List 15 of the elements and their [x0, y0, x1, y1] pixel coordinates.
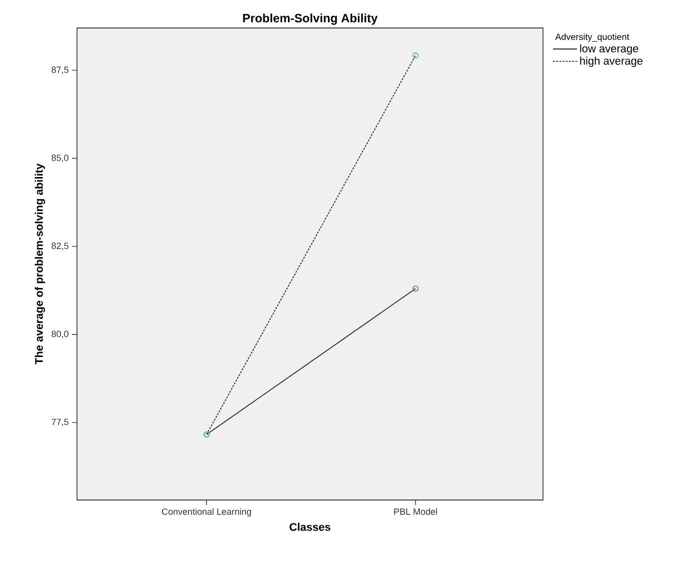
y-tick-label: 80,0 — [52, 330, 68, 338]
y-tick-label: 82,5 — [52, 242, 68, 250]
legend-title: Adversity_quotient — [555, 33, 630, 42]
legend-label: low average — [580, 44, 638, 55]
y-tick-label: 77,5 — [52, 418, 68, 426]
y-axis-title: The average of problem-solving ability — [34, 164, 46, 364]
point — [412, 286, 419, 292]
point — [412, 52, 419, 59]
chart-title: Problem-Solving Ability — [243, 14, 378, 25]
x-tick-label: PBL Model — [394, 508, 437, 515]
y-tick-label: 85,0 — [52, 154, 68, 162]
y-tick-label: 87,5 — [52, 66, 68, 74]
x-axis-title: Classes — [290, 522, 330, 531]
x-tick-label: Conventional Learning — [162, 508, 251, 517]
legend-label: high average — [580, 56, 643, 67]
